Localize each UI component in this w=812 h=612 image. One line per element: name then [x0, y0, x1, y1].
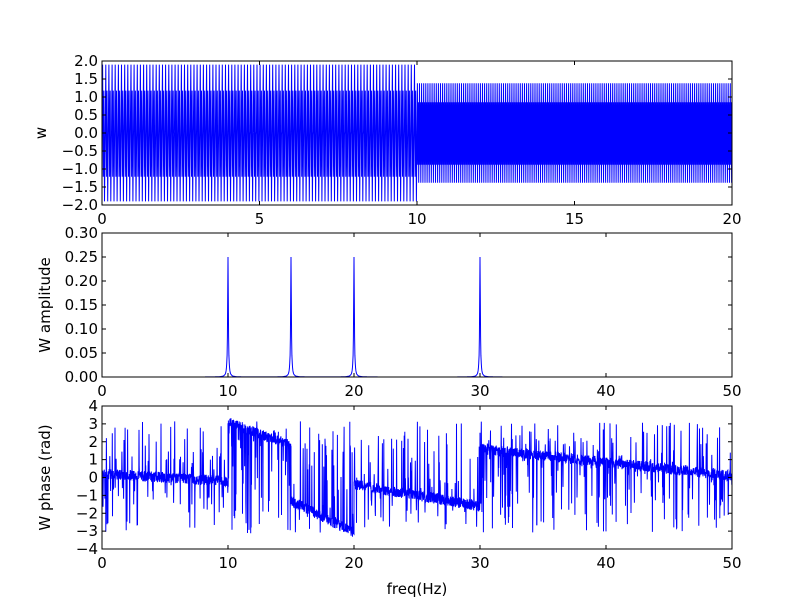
amplitude-x-tick-label: 10 — [218, 382, 237, 400]
signal-x-tick-label: 5 — [255, 210, 265, 228]
signal-x-tick-label: 10 — [407, 210, 426, 228]
signal-y-tick-label: −1.0 — [62, 160, 98, 178]
phase-y-tick-label: −2 — [76, 504, 98, 522]
amplitude-y-tick-label: 0.15 — [65, 296, 98, 314]
signal-y-axis: −2.0−1.5−1.0−0.50.00.51.01.52.0 — [62, 52, 732, 214]
signal-x-tick-label: 0 — [97, 210, 107, 228]
signal-x-tick-label: 15 — [565, 210, 584, 228]
phase-y-tick-label: 0 — [88, 469, 98, 487]
phase-y-tick-label: −1 — [76, 486, 98, 504]
amplitude-x-tick-label: 50 — [722, 382, 741, 400]
phase-y-tick-label: −4 — [76, 540, 98, 558]
phase-x-tick-label: 50 — [722, 554, 741, 572]
amplitude-x-tick-label: 30 — [470, 382, 489, 400]
phase-y-tick-label: 4 — [88, 397, 98, 415]
signal-y-tick-label: −1.5 — [62, 178, 98, 196]
signal-line — [102, 64, 732, 202]
signal-y-axis-label: w — [32, 127, 50, 139]
signal-y-tick-label: 1.0 — [74, 88, 98, 106]
phase-line — [102, 418, 732, 537]
signal-y-tick-label: 0.5 — [74, 106, 98, 124]
signal-y-tick-label: 1.5 — [74, 70, 98, 88]
amplitude-x-axis: 0 10 20 30 40 50 — [97, 233, 742, 400]
amplitude-y-tick-label: 0.00 — [65, 368, 98, 386]
phase-y-tick-label: 3 — [88, 415, 98, 433]
phase-y-tick-label: −3 — [76, 522, 98, 540]
phase-x-tick-label: 0 — [97, 554, 107, 572]
signal-y-tick-label: −0.5 — [62, 142, 98, 160]
phase-x-axis-label: freq(Hz) — [387, 580, 448, 598]
signal-y-tick-label: 0.0 — [74, 124, 98, 142]
amplitude-x-tick-label: 0 — [97, 382, 107, 400]
signal-x-tick-label: 20 — [722, 210, 741, 228]
panel-signal: 0 5 10 15 20 −2.0−1.5−1.0−0.50.00.51.01.52.0… — [32, 52, 742, 228]
panel-amplitude: 0 10 20 30 40 50 0.00 0.05 0.10 0.15 0.20 0.25 0.30… — [36, 224, 742, 400]
phase-x-tick-label: 30 — [470, 554, 489, 572]
amplitude-y-axis-label: W amplitude — [36, 257, 54, 352]
phase-y-tick-label: 1 — [88, 451, 98, 469]
phase-x-tick-label: 40 — [596, 554, 615, 572]
signal-x-axis: 0 5 10 15 20 — [97, 61, 742, 228]
phase-series-path — [102, 418, 732, 537]
amplitude-y-axis: 0.00 0.05 0.10 0.15 0.20 0.25 0.30 — [65, 224, 732, 386]
amplitude-x-tick-label: 20 — [344, 382, 363, 400]
amplitude-y-tick-label: 0.20 — [65, 272, 98, 290]
phase-y-tick-label: 2 — [88, 433, 98, 451]
amplitude-y-tick-label: 0.30 — [65, 224, 98, 242]
phase-y-axis-label: W phase (rad) — [36, 424, 54, 530]
signal-y-tick-label: −2.0 — [62, 196, 98, 214]
phase-x-axis: 0 10 20 30 40 50 — [97, 406, 742, 572]
phase-x-tick-label: 10 — [218, 554, 237, 572]
phase-x-tick-label: 20 — [344, 554, 363, 572]
signal-y-tick-label: 2.0 — [74, 52, 98, 70]
amplitude-y-tick-label: 0.25 — [65, 248, 98, 266]
signal-series-path — [102, 64, 732, 202]
amplitude-y-tick-label: 0.05 — [65, 344, 98, 362]
amplitude-y-tick-label: 0.10 — [65, 320, 98, 338]
amplitude-x-tick-label: 40 — [596, 382, 615, 400]
